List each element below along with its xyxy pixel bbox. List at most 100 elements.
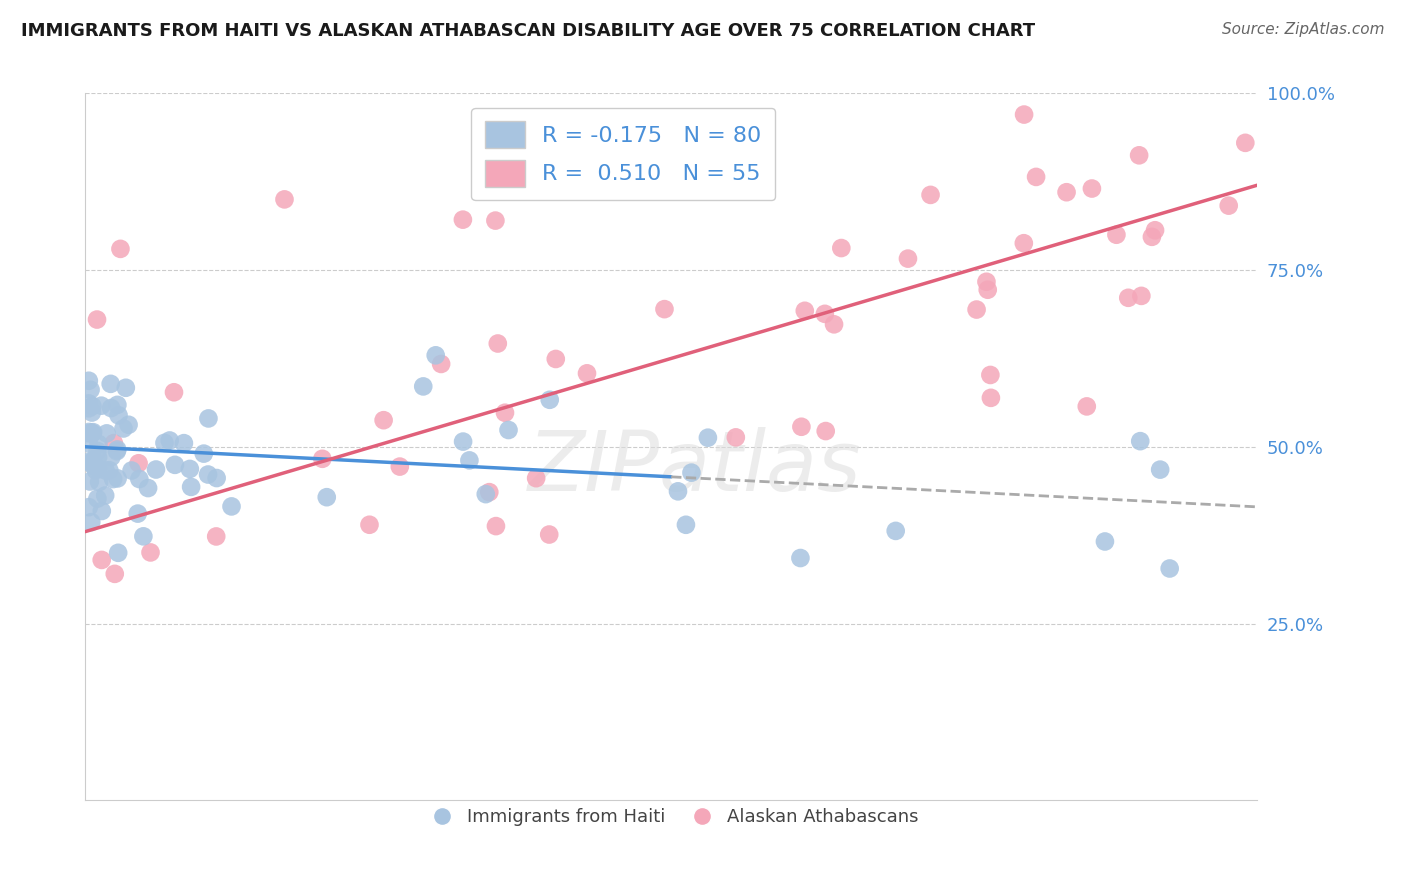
Point [77, 436, 100, 450]
Point [979, 368, 1001, 382]
Point [82, 425, 104, 439]
Point [86, 444, 108, 458]
Point [1116, 291, 1139, 305]
Point [221, 500, 243, 514]
Point [136, 481, 159, 495]
Point [128, 456, 150, 470]
Point [94, 489, 117, 503]
Point [1218, 199, 1240, 213]
Point [100, 450, 122, 464]
Point [83, 453, 105, 467]
Point [884, 524, 907, 538]
Point [105, 444, 128, 458]
Point [114, 381, 136, 395]
Point [159, 434, 181, 448]
Point [793, 303, 815, 318]
Point [1094, 534, 1116, 549]
Point [485, 519, 508, 533]
Point [90, 399, 112, 413]
Point [77, 425, 100, 439]
Point [486, 336, 509, 351]
Point [977, 283, 1000, 297]
Point [575, 367, 598, 381]
Point [311, 451, 333, 466]
Point [153, 436, 176, 450]
Point [77, 426, 100, 441]
Point [87, 450, 110, 465]
Point [696, 431, 718, 445]
Point [77, 374, 100, 388]
Point [1159, 561, 1181, 575]
Point [82, 458, 104, 473]
Point [104, 566, 127, 581]
Point [205, 529, 228, 543]
Point [100, 401, 122, 415]
Point [976, 275, 998, 289]
Point [666, 484, 689, 499]
Point [145, 462, 167, 476]
Point [80, 405, 103, 419]
Point [790, 419, 813, 434]
Point [830, 241, 852, 255]
Point [100, 376, 122, 391]
Point [117, 417, 139, 432]
Point [458, 453, 481, 467]
Point [163, 385, 186, 400]
Point [105, 442, 128, 457]
Point [373, 413, 395, 427]
Point [77, 401, 100, 416]
Point [451, 212, 474, 227]
Point [273, 193, 295, 207]
Point [1128, 148, 1150, 162]
Point [1129, 434, 1152, 449]
Point [205, 471, 228, 485]
Point [163, 458, 186, 472]
Point [103, 436, 125, 450]
Point [127, 507, 149, 521]
Point [82, 454, 104, 468]
Point [112, 421, 135, 435]
Point [1234, 136, 1257, 150]
Point [86, 491, 108, 506]
Point [121, 463, 143, 477]
Point [179, 462, 201, 476]
Point [80, 515, 103, 529]
Point [87, 461, 110, 475]
Point [107, 471, 129, 485]
Point [82, 426, 104, 441]
Point [79, 475, 101, 489]
Point [576, 165, 599, 179]
Point [98, 463, 121, 477]
Point [101, 472, 124, 486]
Point [193, 447, 215, 461]
Point [1076, 400, 1098, 414]
Point [425, 348, 447, 362]
Point [359, 517, 381, 532]
Point [544, 351, 567, 366]
Point [96, 426, 118, 441]
Point [197, 411, 219, 425]
Point [77, 396, 100, 410]
Point [90, 553, 112, 567]
Point [1140, 229, 1163, 244]
Point [538, 392, 561, 407]
Point [86, 312, 108, 326]
Point [77, 500, 100, 515]
Point [474, 487, 496, 501]
Text: ZIPatlas: ZIPatlas [527, 427, 862, 508]
Point [79, 383, 101, 397]
Point [814, 424, 837, 438]
Point [966, 302, 988, 317]
Point [494, 406, 516, 420]
Point [197, 467, 219, 482]
Point [84, 463, 107, 477]
Point [675, 517, 697, 532]
Point [1144, 223, 1167, 237]
Point [388, 459, 411, 474]
Point [814, 307, 837, 321]
Point [681, 466, 703, 480]
Point [980, 391, 1002, 405]
Point [1012, 236, 1035, 251]
Point [430, 357, 453, 371]
Point [105, 398, 128, 412]
